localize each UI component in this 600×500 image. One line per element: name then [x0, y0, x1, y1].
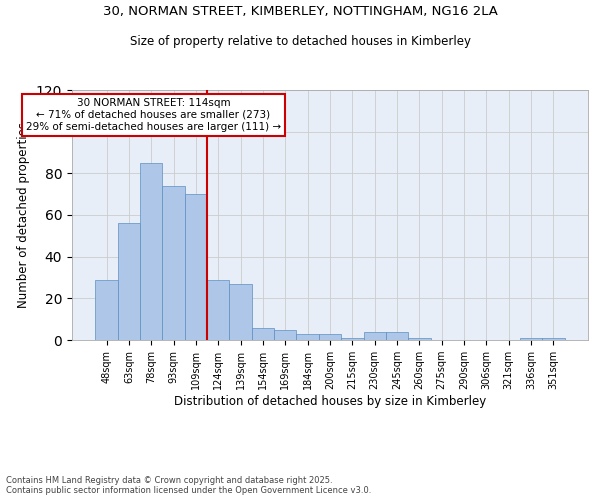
Bar — [274, 330, 296, 340]
Bar — [252, 328, 274, 340]
Bar — [185, 194, 207, 340]
Bar — [140, 163, 163, 340]
Bar — [542, 338, 565, 340]
Bar — [163, 186, 185, 340]
Bar — [229, 284, 252, 340]
Bar — [296, 334, 319, 340]
Bar — [95, 280, 118, 340]
Text: Contains HM Land Registry data © Crown copyright and database right 2025.
Contai: Contains HM Land Registry data © Crown c… — [6, 476, 371, 495]
Text: Size of property relative to detached houses in Kimberley: Size of property relative to detached ho… — [130, 35, 470, 48]
Bar — [408, 338, 431, 340]
Bar — [386, 332, 408, 340]
Bar — [341, 338, 364, 340]
Bar — [207, 280, 229, 340]
Bar — [520, 338, 542, 340]
Text: 30, NORMAN STREET, KIMBERLEY, NOTTINGHAM, NG16 2LA: 30, NORMAN STREET, KIMBERLEY, NOTTINGHAM… — [103, 5, 497, 18]
Bar — [319, 334, 341, 340]
X-axis label: Distribution of detached houses by size in Kimberley: Distribution of detached houses by size … — [174, 395, 486, 408]
Bar — [118, 224, 140, 340]
Text: 30 NORMAN STREET: 114sqm
← 71% of detached houses are smaller (273)
29% of semi-: 30 NORMAN STREET: 114sqm ← 71% of detach… — [26, 98, 281, 132]
Bar — [364, 332, 386, 340]
Y-axis label: Number of detached properties: Number of detached properties — [17, 122, 31, 308]
